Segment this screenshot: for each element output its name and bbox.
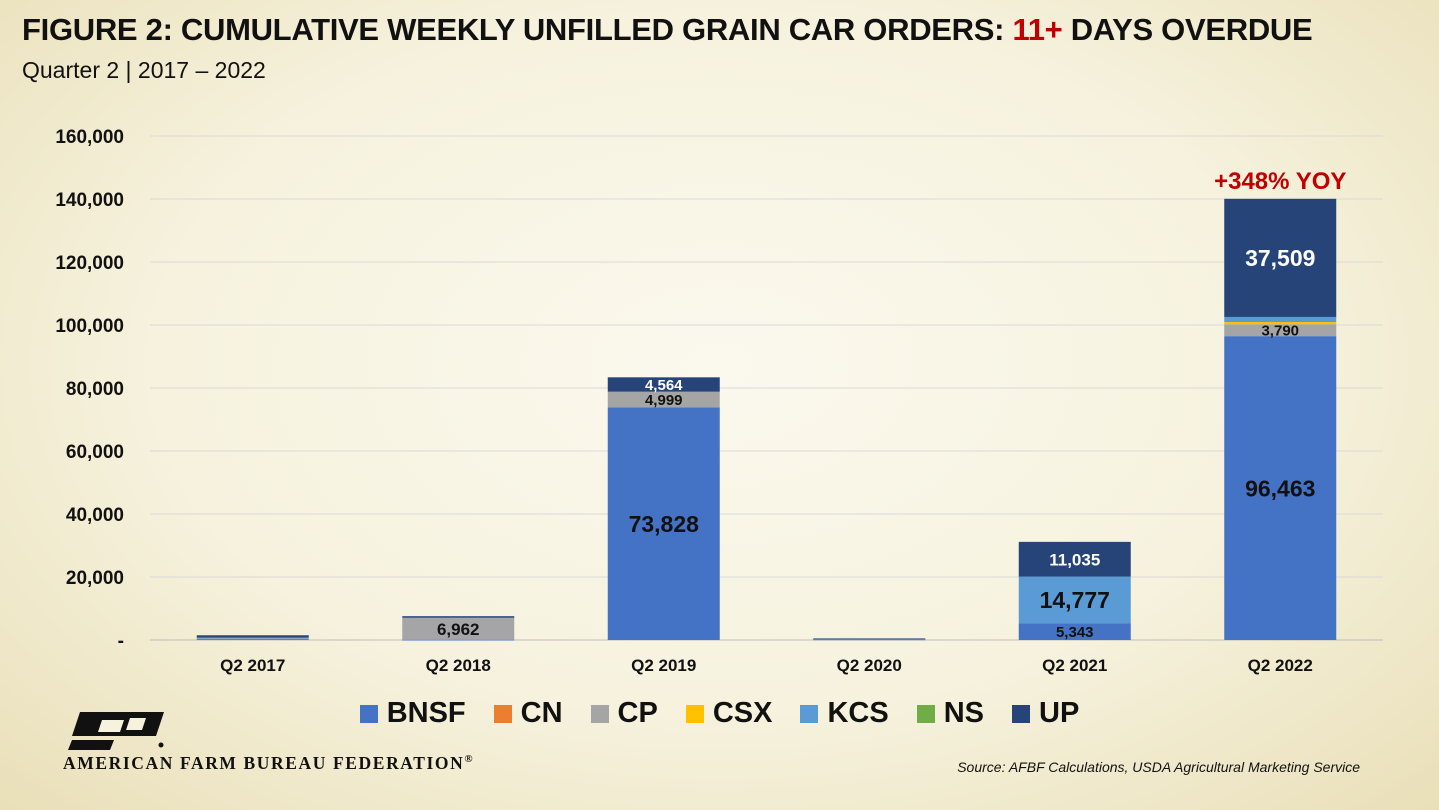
y-tick-label: 100,000 xyxy=(55,316,124,337)
bar-segment-cp xyxy=(1224,324,1337,337)
bar-segment-up xyxy=(1018,541,1131,577)
legend-swatch xyxy=(916,704,935,723)
y-tick-label: 120,000 xyxy=(55,253,124,274)
title-highlight: 11+ xyxy=(1012,12,1063,47)
bar-segment-up xyxy=(1224,198,1337,317)
bar-segment-up xyxy=(607,377,720,392)
org-name-text: AMERICAN FARM BUREAU FEDERATION xyxy=(63,753,465,773)
data-label: 96,463 xyxy=(1245,475,1315,501)
legend-item-kcs: KCS xyxy=(800,697,889,730)
legend-label: CP xyxy=(617,697,658,729)
farm-bureau-logo-icon xyxy=(68,712,164,750)
data-label: 4,564 xyxy=(645,377,683,394)
y-tick-label: 160,000 xyxy=(55,127,124,148)
data-label: 3,790 xyxy=(1261,323,1299,340)
data-label: 37,509 xyxy=(1245,245,1315,271)
data-label: 6,962 xyxy=(437,620,480,639)
source-note: Source: AFBF Calculations, USDA Agricult… xyxy=(957,759,1360,775)
legend-swatch xyxy=(493,704,512,723)
legend-item-ns: NS xyxy=(916,697,984,730)
legend-label: UP xyxy=(1039,697,1080,729)
bar-segment-kcs xyxy=(1018,576,1131,624)
bar-segment-csx xyxy=(1224,321,1337,325)
y-tick-label: 60,000 xyxy=(66,442,124,463)
y-tick-label: 140,000 xyxy=(55,190,124,211)
bar-segment-bnsf xyxy=(402,639,515,641)
legend-item-cn: CN xyxy=(493,697,563,730)
chart-subtitle: Quarter 2 | 2017 – 2022 xyxy=(22,57,266,83)
bar-segment-bnsf xyxy=(607,407,720,640)
x-tick-label: Q2 2022 xyxy=(1248,656,1313,675)
legend-item-bnsf: BNSF xyxy=(359,697,466,730)
x-tick-label: Q2 2020 xyxy=(837,656,902,675)
legend-swatch xyxy=(1012,704,1030,723)
data-label: 5,343 xyxy=(1056,624,1094,641)
bar-segment-cp xyxy=(607,391,720,408)
registered-mark: ® xyxy=(464,753,475,765)
y-tick-label: 40,000 xyxy=(66,505,124,526)
org-name: AMERICAN FARM BUREAU FEDERATION® xyxy=(63,753,474,774)
legend-swatch xyxy=(359,704,378,723)
x-tick-label: Q2 2018 xyxy=(426,656,491,675)
legend-swatch xyxy=(800,704,819,723)
bar-segment-kcs xyxy=(1224,316,1337,322)
chart-legend: BNSF CN CP CSX KCS NS UP xyxy=(0,697,1439,730)
chart-title: FIGURE 2: CUMULATIVE WEEKLY UNFILLED GRA… xyxy=(22,12,1313,48)
legend-item-csx: CSX xyxy=(685,697,773,730)
bar-segment-bnsf xyxy=(196,639,309,640)
legend-label: CSX xyxy=(712,697,773,729)
x-tick-label: Q2 2021 xyxy=(1042,656,1107,675)
legend-label: NS xyxy=(943,697,984,729)
title-prefix: FIGURE 2: CUMULATIVE WEEKLY UNFILLED GRA… xyxy=(22,12,1013,47)
legend-item-up: UP xyxy=(1012,697,1079,730)
bar-segment-bnsf xyxy=(1224,336,1337,640)
bar-segment-bnsf xyxy=(1018,623,1131,640)
bar-segment-kcs xyxy=(813,639,926,640)
y-tick-label: - xyxy=(118,631,124,652)
bar-segment-up xyxy=(813,638,926,640)
bar-segment-cp xyxy=(402,617,515,640)
x-tick-label: Q2 2017 xyxy=(220,656,285,675)
data-label: 73,828 xyxy=(629,511,700,537)
legend-label: CN xyxy=(520,697,563,729)
data-label: 11,035 xyxy=(1049,550,1100,569)
legend-label: KCS xyxy=(827,697,889,729)
y-tick-label: 80,000 xyxy=(66,379,124,400)
legend-swatch xyxy=(590,704,609,723)
x-tick-label: Q2 2019 xyxy=(631,656,696,675)
legend-item-cp: CP xyxy=(590,697,658,730)
data-label: 14,777 xyxy=(1040,587,1110,613)
data-label: 4,999 xyxy=(645,392,683,409)
legend-swatch xyxy=(685,704,704,723)
bar-segment-kcs xyxy=(196,637,309,639)
legend-label: BNSF xyxy=(386,697,466,729)
y-tick-label: 20,000 xyxy=(66,568,124,589)
bar-segment-up xyxy=(196,635,309,638)
bar-segment-cp xyxy=(196,638,309,640)
title-suffix: DAYS OVERDUE xyxy=(1062,12,1313,47)
yoy-annotation: +348% YOY xyxy=(1214,168,1346,195)
bar-segment-up xyxy=(402,616,515,618)
